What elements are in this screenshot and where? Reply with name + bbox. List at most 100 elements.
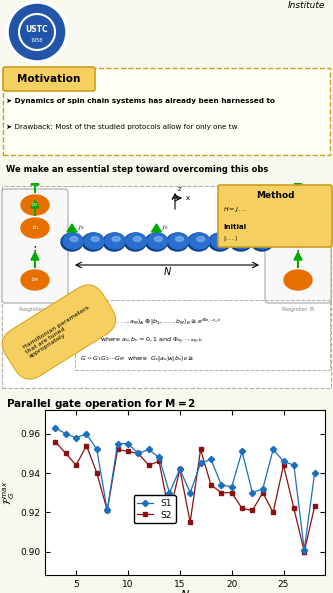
Text: +: +	[154, 228, 160, 234]
Ellipse shape	[284, 270, 312, 290]
Ellipse shape	[91, 237, 99, 241]
Text: $J_0$: $J_0$	[78, 224, 85, 232]
Ellipse shape	[84, 233, 104, 249]
Circle shape	[7, 2, 67, 62]
Ellipse shape	[251, 233, 273, 251]
Ellipse shape	[155, 237, 163, 241]
S2	[74, 462, 78, 469]
Text: Hamiltonian parameters
that are tuned
appropriately: Hamiltonian parameters that are tuned ap…	[22, 305, 96, 359]
Text: x: x	[186, 195, 190, 201]
Ellipse shape	[284, 218, 312, 238]
Text: Register B: Register B	[282, 308, 314, 313]
Text: Motivation: Motivation	[17, 74, 81, 84]
S2	[313, 503, 317, 510]
S1	[271, 446, 275, 453]
Text: $b_0$: $b_0$	[32, 200, 39, 209]
Ellipse shape	[175, 237, 183, 241]
S1	[188, 489, 192, 496]
S2	[188, 519, 192, 526]
Line: S1: S1	[53, 426, 317, 552]
Text: $J_0$: $J_0$	[268, 224, 275, 232]
Ellipse shape	[166, 233, 188, 251]
S1	[64, 431, 68, 438]
Ellipse shape	[260, 237, 268, 241]
Text: Parallel gate operation for $\mathbf{M = 2}$: Parallel gate operation for $\mathbf{M =…	[6, 397, 196, 411]
S2	[292, 505, 296, 512]
S2	[126, 448, 130, 455]
S1	[178, 466, 182, 473]
Ellipse shape	[146, 233, 167, 251]
Ellipse shape	[239, 237, 247, 241]
S2	[95, 470, 99, 477]
S1	[261, 485, 265, 492]
Text: Initial: Initial	[223, 224, 246, 230]
Text: z: z	[178, 186, 181, 192]
S2	[240, 505, 244, 512]
Ellipse shape	[21, 218, 49, 238]
S2	[230, 489, 234, 496]
Text: Register A: Register A	[19, 308, 51, 313]
S1	[53, 425, 57, 432]
FancyArrow shape	[31, 200, 39, 216]
Ellipse shape	[70, 237, 78, 241]
S2	[219, 489, 223, 496]
S2	[64, 450, 68, 457]
X-axis label: N: N	[181, 591, 189, 593]
Line: S2: S2	[53, 439, 317, 554]
Ellipse shape	[188, 233, 210, 251]
Ellipse shape	[197, 237, 205, 241]
Text: We make an essential step toward overcoming this obs: We make an essential step toward overcom…	[6, 164, 268, 174]
Ellipse shape	[168, 233, 188, 249]
S1	[116, 440, 120, 447]
S1	[157, 454, 161, 461]
Ellipse shape	[21, 195, 49, 215]
FancyArrow shape	[294, 177, 302, 193]
S1	[281, 458, 285, 465]
S1	[136, 450, 140, 457]
Text: USTC: USTC	[26, 25, 48, 34]
Ellipse shape	[211, 233, 231, 249]
Ellipse shape	[284, 195, 312, 215]
Ellipse shape	[232, 233, 252, 249]
Ellipse shape	[103, 233, 125, 251]
S1	[302, 546, 306, 553]
S2	[157, 458, 161, 465]
Ellipse shape	[63, 233, 83, 249]
FancyArrow shape	[294, 252, 302, 268]
Ellipse shape	[126, 233, 146, 249]
S2	[116, 446, 120, 453]
Ellipse shape	[105, 233, 125, 249]
S2	[250, 507, 254, 514]
Text: ⋮: ⋮	[292, 246, 304, 259]
Text: $b_M$: $b_M$	[31, 276, 39, 285]
Text: +: +	[259, 228, 265, 234]
FancyBboxPatch shape	[3, 67, 95, 91]
Text: $G\sim G_1G_2\cdots G_M$  where  $G_\nu|a_\nu\rangle_A|b_\nu\rangle_B\cong$: $G\sim G_1G_2\cdots G_M$ where $G_\nu|a_…	[80, 353, 194, 363]
S2	[85, 442, 89, 449]
S1	[74, 434, 78, 441]
S1	[230, 483, 234, 490]
S2	[261, 489, 265, 496]
Ellipse shape	[190, 233, 210, 249]
S2	[105, 507, 109, 514]
Circle shape	[7, 2, 67, 62]
S2	[53, 438, 57, 445]
S1	[105, 507, 109, 514]
S2	[167, 511, 171, 518]
S1	[250, 489, 254, 496]
FancyBboxPatch shape	[2, 186, 331, 388]
S2	[302, 548, 306, 555]
S1	[209, 456, 213, 463]
Polygon shape	[67, 224, 77, 232]
Y-axis label: $\mathcal{F}_G^{max}$: $\mathcal{F}_G^{max}$	[2, 480, 17, 505]
Ellipse shape	[209, 233, 231, 251]
S1	[198, 460, 202, 467]
S1	[313, 470, 317, 477]
FancyBboxPatch shape	[265, 189, 331, 303]
S1	[219, 482, 223, 489]
S2	[209, 482, 213, 489]
FancyArrow shape	[294, 200, 302, 216]
Text: ➤ Drawback: Most of the studied protocols allow for only one tw: ➤ Drawback: Most of the studied protocol…	[6, 124, 237, 130]
FancyArrow shape	[31, 177, 39, 193]
Ellipse shape	[61, 233, 83, 251]
